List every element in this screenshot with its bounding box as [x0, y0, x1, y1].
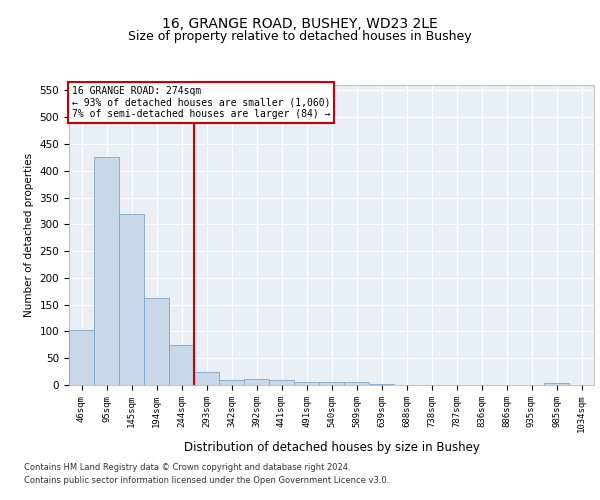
Text: Contains public sector information licensed under the Open Government Licence v3: Contains public sector information licen…: [24, 476, 389, 485]
Bar: [119, 214, 144, 385]
Bar: [319, 382, 344, 385]
Bar: [69, 330, 94, 385]
Bar: [344, 382, 369, 385]
Text: Size of property relative to detached houses in Bushey: Size of property relative to detached ho…: [128, 30, 472, 43]
Bar: [94, 158, 119, 385]
Bar: [194, 372, 219, 385]
Text: 16, GRANGE ROAD, BUSHEY, WD23 2LE: 16, GRANGE ROAD, BUSHEY, WD23 2LE: [162, 18, 438, 32]
Bar: [219, 380, 244, 385]
Bar: [269, 380, 294, 385]
Bar: [544, 384, 569, 385]
Bar: [169, 345, 194, 385]
Bar: [144, 298, 169, 385]
Bar: [369, 384, 394, 385]
Bar: [294, 382, 319, 385]
X-axis label: Distribution of detached houses by size in Bushey: Distribution of detached houses by size …: [184, 440, 479, 454]
Y-axis label: Number of detached properties: Number of detached properties: [24, 153, 34, 317]
Text: 16 GRANGE ROAD: 274sqm
← 93% of detached houses are smaller (1,060)
7% of semi-d: 16 GRANGE ROAD: 274sqm ← 93% of detached…: [71, 86, 330, 120]
Text: Contains HM Land Registry data © Crown copyright and database right 2024.: Contains HM Land Registry data © Crown c…: [24, 464, 350, 472]
Bar: [244, 379, 269, 385]
